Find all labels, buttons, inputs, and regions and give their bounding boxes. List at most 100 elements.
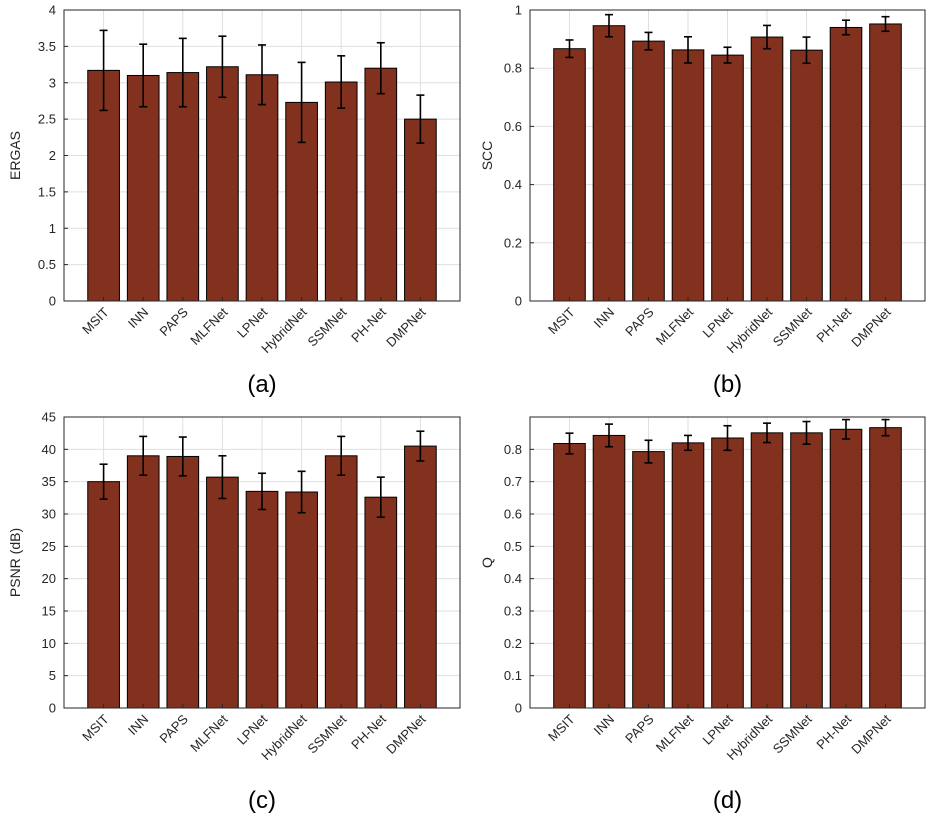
- bar-inn: [592, 434, 626, 709]
- x-tick-label: SSMNet: [304, 711, 349, 756]
- x-tick-label: MSIT: [545, 304, 578, 337]
- y-axis-label: ERGAS: [7, 131, 23, 180]
- y-tick-label: 0.6: [504, 507, 522, 522]
- y-tick-label: 0.1: [504, 668, 522, 683]
- bar-dmpnet: [404, 445, 437, 709]
- x-tick-label: SSMNet: [770, 304, 815, 349]
- y-tick-label: 10: [42, 636, 56, 651]
- x-tick-label: MLFNet: [187, 304, 231, 348]
- bar-ph-net: [829, 26, 863, 302]
- y-tick-label: 1.5: [38, 184, 56, 199]
- error-bar-ssmnet: [802, 420, 811, 445]
- x-tick-label: SSMNet: [770, 711, 815, 756]
- error-bar-ph-net: [376, 476, 385, 519]
- y-tick-label: 0.2: [504, 636, 522, 651]
- axes-box: [529, 416, 926, 709]
- error-bar-inn: [139, 435, 148, 477]
- bar-ssmnet: [790, 49, 823, 302]
- y-tick-label: 25: [42, 539, 56, 554]
- bar-lpnet: [245, 74, 279, 302]
- error-bar-dmpnet: [881, 418, 890, 437]
- panel-label: (d): [713, 787, 742, 814]
- bar-lpnet: [711, 54, 744, 302]
- error-bar-msit: [565, 432, 574, 455]
- y-tick-label: 40: [42, 442, 56, 457]
- error-bar-paps: [178, 37, 187, 108]
- y-tick-label: 20: [42, 571, 56, 586]
- x-tick-label: MSIT: [79, 304, 112, 337]
- bar-paps: [166, 455, 200, 709]
- bar-mlfnet: [206, 66, 239, 302]
- bar-ssmnet: [790, 432, 823, 709]
- axes-box: [63, 9, 461, 302]
- error-bar-mlfnet: [218, 35, 227, 99]
- error-bar-ssmnet: [337, 55, 346, 110]
- error-bar-msit: [565, 39, 574, 59]
- error-bar-lpnet: [258, 472, 266, 511]
- y-tick-label: 0.8: [504, 442, 522, 457]
- error-bar-inn: [139, 43, 148, 108]
- bar-dmpnet: [869, 427, 902, 709]
- x-tick-label: INN: [125, 712, 151, 738]
- y-tick-label: 0.7: [504, 474, 522, 489]
- y-tick-label: 0.4: [504, 571, 522, 586]
- y-tick-label: 1: [49, 221, 56, 236]
- bar-hybridnet: [285, 491, 318, 709]
- panel-label: (a): [247, 371, 276, 398]
- y-tick-label: 0: [49, 294, 56, 309]
- x-tick-label: MSIT: [79, 711, 112, 744]
- y-tick-label: 0.6: [504, 119, 522, 134]
- bar-ph-net: [364, 496, 398, 709]
- x-tick-label: LPNet: [234, 304, 270, 340]
- x-tick-label: PAPS: [156, 711, 191, 746]
- error-bar-dmpnet: [416, 94, 425, 144]
- y-tick-label: 1: [515, 3, 522, 18]
- error-bar-hybridnet: [297, 470, 306, 514]
- bar-hybridnet: [750, 36, 784, 302]
- bar-inn: [126, 74, 160, 302]
- y-axis-label: SCC: [479, 141, 495, 171]
- error-bar-hybridnet: [763, 422, 771, 444]
- axes-box: [63, 416, 461, 709]
- y-tick-label: 45: [42, 410, 56, 425]
- axes-box: [529, 9, 926, 302]
- x-tick-label: MLFNet: [653, 711, 697, 755]
- error-bar-paps: [178, 436, 187, 477]
- bar-ssmnet: [324, 81, 358, 302]
- bar-lpnet: [711, 437, 744, 709]
- y-tick-label: 0.3: [504, 604, 522, 619]
- bar-hybridnet: [750, 432, 784, 709]
- chart-d: 0 0.1 0.2 0.3 0.4 0.5 0.6 0.7 0.8 MSIT INN PAPSMLFN…: [479, 416, 926, 814]
- error-bar-mlfnet: [684, 434, 692, 452]
- error-bar-msit: [99, 463, 108, 500]
- y-tick-label: 15: [42, 604, 56, 619]
- x-tick-label: LPNet: [699, 711, 735, 747]
- y-tick-label: 35: [42, 474, 56, 489]
- error-bar-lpnet: [723, 46, 732, 64]
- error-bar-inn: [605, 423, 613, 448]
- x-tick-label: DMPNet: [848, 711, 894, 757]
- bar-msit: [87, 481, 120, 709]
- x-tick-label: MLFNet: [187, 711, 231, 755]
- bar-paps: [632, 40, 665, 302]
- error-bar-ph-net: [842, 418, 850, 440]
- y-tick-label: 0.4: [504, 177, 522, 192]
- error-bar-hybridnet: [763, 24, 771, 50]
- error-bar-inn: [605, 13, 613, 38]
- x-tick-label: DMPNet: [383, 711, 429, 757]
- x-tick-label: PAPS: [622, 711, 657, 746]
- bar-msit: [553, 443, 586, 709]
- error-bar-lpnet: [723, 424, 732, 452]
- x-tick-label: INN: [591, 712, 617, 738]
- bar-lpnet: [245, 490, 279, 709]
- error-bar-paps: [644, 31, 653, 51]
- x-tick-label: LPNet: [234, 711, 270, 747]
- bar-mlfnet: [671, 442, 705, 709]
- y-axis-label: Q: [479, 557, 495, 568]
- y-axis-label: PSNR (dB): [7, 528, 23, 597]
- bar-msit: [553, 48, 586, 302]
- x-tick-label: PAPS: [622, 304, 657, 339]
